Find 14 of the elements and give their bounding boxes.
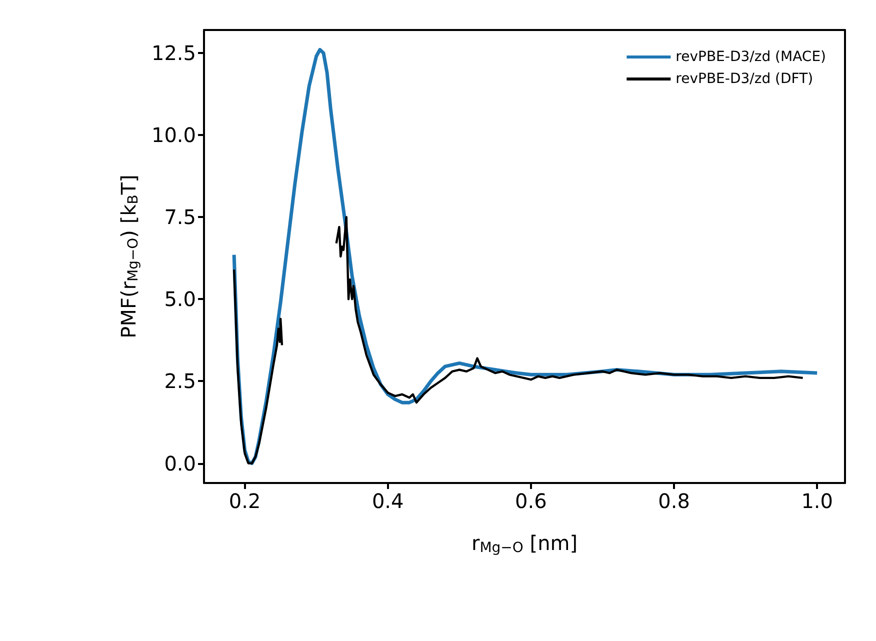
- legend-label: revPBE-D3/zd (MACE): [676, 49, 826, 65]
- legend-label: revPBE-D3/zd (DFT): [676, 71, 814, 87]
- x-tick-label: 0.6: [515, 489, 547, 513]
- x-tick-label: 0.4: [372, 489, 404, 513]
- y-axis-title: PMF(rMg−O) [kBT]: [116, 174, 142, 338]
- y-tick-label: 2.5: [164, 369, 196, 394]
- y-tick-label: 10.0: [151, 123, 196, 148]
- y-tick-label: 0.0: [164, 451, 196, 476]
- y-tick-label: 7.5: [164, 205, 196, 230]
- x-tick-label: 0.8: [658, 489, 690, 513]
- x-tick-label: 0.2: [228, 489, 261, 513]
- y-tick-label: 5.0: [164, 287, 196, 312]
- x-tick-label: 1.0: [801, 489, 834, 513]
- y-tick-label: 12.5: [151, 40, 196, 65]
